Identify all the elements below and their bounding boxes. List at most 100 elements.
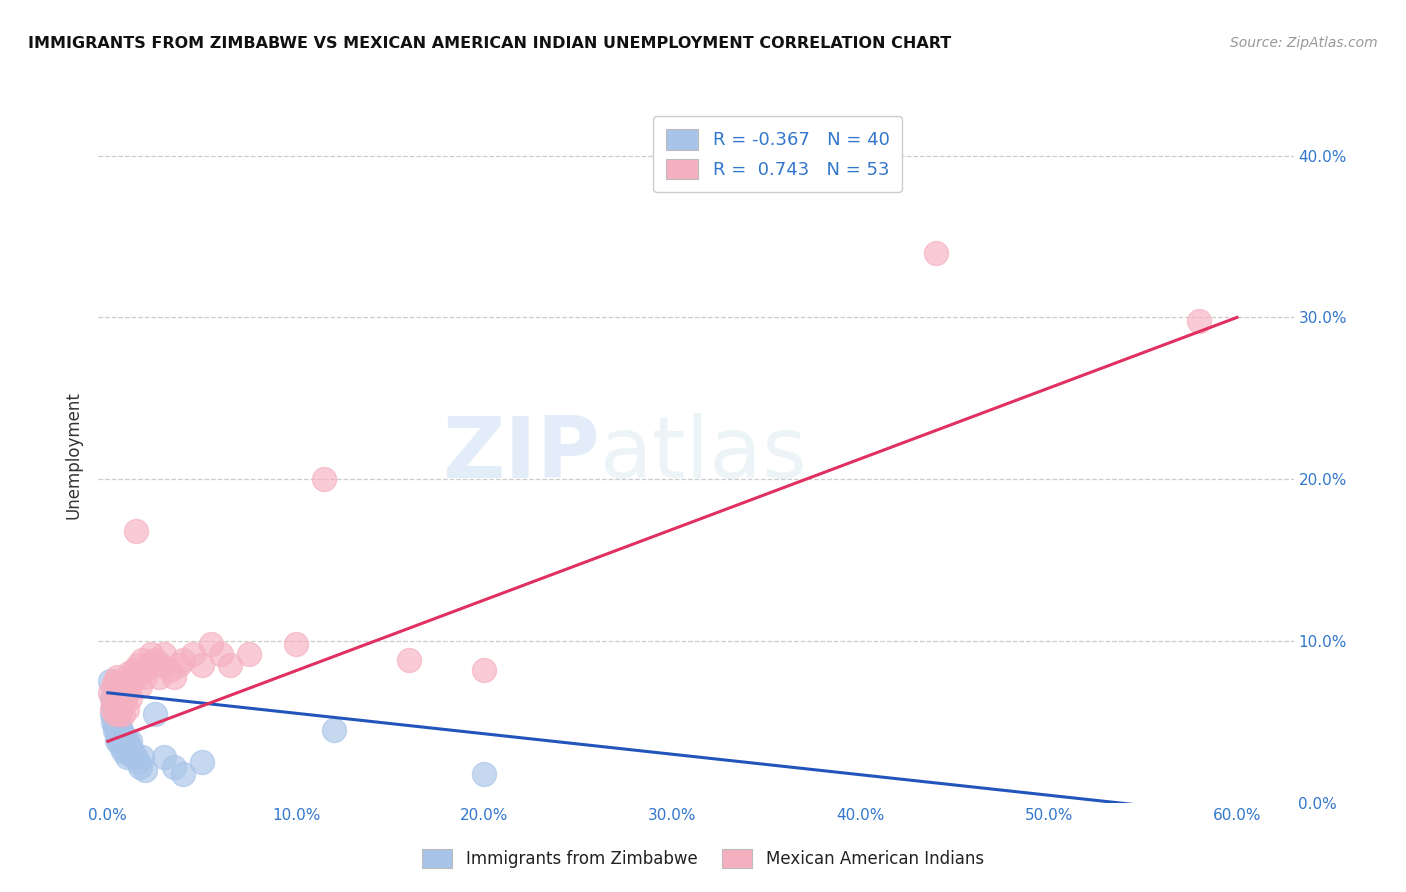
Point	[105, 670, 128, 684]
Point	[111, 706, 134, 721]
Legend: R = -0.367   N = 40, R =  0.743   N = 53: R = -0.367 N = 40, R = 0.743 N = 53	[652, 116, 903, 192]
Point	[111, 734, 134, 748]
Point	[132, 663, 155, 677]
Text: ZIP: ZIP	[443, 413, 600, 497]
Point	[105, 734, 128, 748]
Point	[114, 731, 136, 745]
Point	[181, 647, 204, 661]
Point	[103, 698, 125, 713]
Y-axis label: Unemployment: Unemployment	[65, 391, 83, 519]
Point	[98, 686, 121, 700]
Point	[114, 690, 136, 705]
Point	[108, 706, 131, 721]
Point	[125, 750, 148, 764]
Point	[104, 718, 127, 732]
Point	[191, 658, 214, 673]
Point	[103, 696, 125, 710]
Point	[115, 750, 138, 764]
Point	[121, 674, 143, 689]
Point	[115, 702, 138, 716]
Point	[128, 679, 150, 693]
Point	[110, 731, 132, 745]
Point	[110, 686, 132, 700]
Point	[105, 712, 128, 726]
Point	[163, 760, 186, 774]
Point	[104, 723, 127, 737]
Point	[117, 739, 139, 754]
Point	[117, 747, 139, 762]
Point	[148, 670, 170, 684]
Point	[143, 653, 166, 667]
Point	[127, 658, 149, 673]
Point	[128, 760, 150, 774]
Point	[108, 734, 131, 748]
Point	[925, 245, 948, 260]
Point	[103, 714, 125, 729]
Point	[149, 658, 172, 673]
Point	[105, 698, 128, 713]
Point	[110, 679, 132, 693]
Point	[115, 744, 138, 758]
Point	[134, 764, 156, 778]
Point	[138, 658, 160, 673]
Point	[169, 658, 191, 673]
Point	[322, 723, 344, 737]
Point	[104, 706, 127, 721]
Point	[110, 723, 132, 737]
Point	[209, 647, 232, 661]
Point	[120, 690, 142, 705]
Point	[117, 679, 139, 693]
Point	[100, 702, 122, 716]
Point	[103, 679, 125, 693]
Point	[143, 706, 166, 721]
Text: IMMIGRANTS FROM ZIMBABWE VS MEXICAN AMERICAN INDIAN UNEMPLOYMENT CORRELATION CHA: IMMIGRANTS FROM ZIMBABWE VS MEXICAN AMER…	[28, 36, 952, 51]
Point	[1188, 313, 1211, 327]
Point	[131, 653, 153, 667]
Point	[114, 739, 136, 754]
Point	[115, 734, 138, 748]
Point	[120, 734, 142, 748]
Point	[131, 750, 153, 764]
Point	[98, 674, 121, 689]
Point	[108, 690, 131, 705]
Point	[314, 472, 336, 486]
Point	[134, 670, 156, 684]
Point	[125, 524, 148, 538]
Point	[285, 637, 308, 651]
Point	[172, 653, 194, 667]
Point	[139, 647, 162, 661]
Point	[153, 647, 176, 661]
Point	[200, 637, 222, 651]
Point	[122, 663, 145, 677]
Point	[163, 670, 186, 684]
Point	[121, 744, 143, 758]
Point	[111, 696, 134, 710]
Point	[108, 718, 131, 732]
Point	[114, 674, 136, 689]
Point	[159, 663, 181, 677]
Point	[472, 766, 495, 780]
Point	[398, 653, 420, 667]
Point	[100, 706, 122, 721]
Point	[110, 739, 132, 754]
Point	[219, 658, 242, 673]
Point	[472, 663, 495, 677]
Point	[111, 728, 134, 742]
Point	[100, 690, 122, 705]
Text: Source: ZipAtlas.com: Source: ZipAtlas.com	[1230, 36, 1378, 50]
Point	[127, 756, 149, 770]
Point	[120, 747, 142, 762]
Point	[105, 728, 128, 742]
Legend: Immigrants from Zimbabwe, Mexican American Indians: Immigrants from Zimbabwe, Mexican Americ…	[416, 842, 990, 875]
Point	[172, 766, 194, 780]
Point	[153, 750, 176, 764]
Point	[115, 686, 138, 700]
Point	[104, 674, 127, 689]
Point	[110, 702, 132, 716]
Point	[125, 670, 148, 684]
Point	[191, 756, 214, 770]
Point	[117, 666, 139, 681]
Point	[238, 647, 260, 661]
Point	[111, 744, 134, 758]
Text: atlas: atlas	[600, 413, 808, 497]
